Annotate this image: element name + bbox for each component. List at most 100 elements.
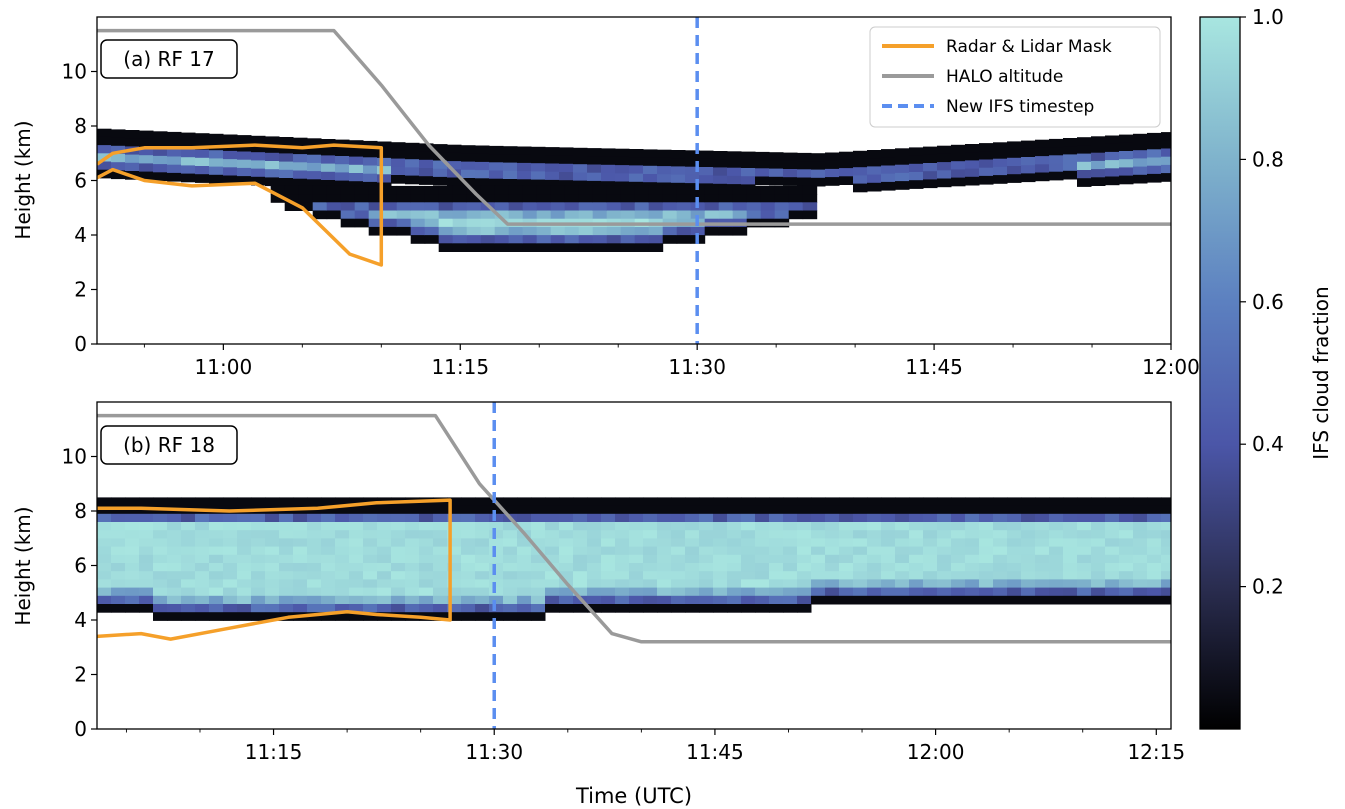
cloud-cell bbox=[531, 171, 546, 181]
cloud-cell bbox=[447, 177, 462, 187]
cloud-cell bbox=[1063, 154, 1078, 164]
cloud-cell bbox=[839, 563, 854, 572]
cloud-cell bbox=[251, 522, 266, 531]
cloud-cell bbox=[382, 185, 398, 195]
cloud-cell bbox=[802, 202, 818, 211]
cloud-cell bbox=[433, 604, 448, 613]
cloud-cell bbox=[1147, 173, 1162, 183]
cloud-cell bbox=[1007, 595, 1022, 605]
cloud-cell bbox=[1091, 571, 1106, 580]
cloud-cell bbox=[1119, 579, 1134, 589]
halo-altitude-line bbox=[97, 28, 1171, 226]
cloud-cell bbox=[97, 522, 112, 531]
cloud-cell bbox=[755, 497, 770, 507]
cloud-cell bbox=[629, 530, 644, 539]
cloud-cell bbox=[634, 202, 650, 211]
cloud-cell bbox=[139, 595, 154, 605]
cloud-cell bbox=[321, 513, 336, 523]
cloud-cell bbox=[1119, 563, 1134, 572]
cloud-cell bbox=[923, 163, 938, 172]
cloud-cell bbox=[853, 513, 868, 523]
cloud-cell bbox=[382, 218, 398, 228]
cloud-cell bbox=[97, 546, 112, 556]
cloud-cell bbox=[657, 579, 672, 589]
cloud-cell bbox=[797, 554, 812, 564]
panel-b-lines bbox=[97, 402, 1171, 729]
cloud-cell bbox=[979, 579, 994, 589]
cloud-cell bbox=[223, 604, 238, 613]
cloud-cell bbox=[867, 538, 882, 548]
cloud-cell bbox=[153, 554, 168, 564]
x-axis-label: Time (UTC) bbox=[575, 784, 692, 808]
cloud-cell bbox=[825, 595, 840, 605]
cloud-cell bbox=[251, 144, 266, 153]
cloud-cell bbox=[405, 587, 420, 597]
cloud-cell bbox=[167, 164, 182, 174]
cloud-cell bbox=[111, 587, 126, 597]
cloud-cell bbox=[377, 595, 392, 605]
cloud-cell bbox=[503, 497, 518, 507]
cloud-cell bbox=[1147, 571, 1162, 580]
cloud-cell bbox=[237, 522, 252, 531]
cloud-cell bbox=[797, 522, 812, 531]
cloud-cell bbox=[1133, 158, 1148, 168]
cloud-cell bbox=[209, 538, 224, 548]
cloud-cell bbox=[508, 185, 524, 195]
cloud-cell bbox=[475, 513, 490, 523]
cloud-cell bbox=[1035, 554, 1050, 564]
cloud-cell bbox=[321, 180, 336, 189]
cloud-cell bbox=[195, 587, 210, 597]
cloud-cell bbox=[461, 145, 476, 154]
cloud-cell bbox=[727, 522, 742, 531]
cloud-cell bbox=[895, 563, 910, 572]
cloud-cell bbox=[265, 530, 280, 539]
cloud-cell bbox=[335, 497, 350, 507]
cloud-cell bbox=[153, 587, 168, 597]
cloud-cell bbox=[699, 579, 714, 589]
cloud-cell bbox=[517, 571, 532, 580]
cloud-cell bbox=[1105, 554, 1120, 564]
cloud-cell bbox=[349, 181, 364, 190]
cloud-cell bbox=[209, 571, 224, 580]
cloud-cell bbox=[545, 497, 560, 507]
cloud-cell bbox=[601, 563, 616, 572]
cloud-cell bbox=[699, 522, 714, 531]
cloud-cell bbox=[237, 143, 252, 152]
cloud-cell bbox=[550, 235, 566, 244]
cloud-cell bbox=[895, 164, 910, 174]
cloud-cell bbox=[279, 497, 294, 507]
cloud-cell bbox=[587, 156, 602, 165]
cloud-cell bbox=[153, 538, 168, 548]
cloud-cell bbox=[377, 505, 392, 515]
cloud-cell bbox=[615, 604, 630, 613]
cloud-cell bbox=[629, 497, 644, 507]
cloud-cell bbox=[909, 579, 924, 589]
cloud-cell bbox=[545, 505, 560, 515]
cloud-cell bbox=[1119, 134, 1134, 144]
cloud-cell bbox=[671, 604, 686, 613]
cloud-cell bbox=[545, 513, 560, 523]
cloud-cell bbox=[335, 513, 350, 523]
cloud-cell bbox=[685, 174, 700, 184]
cloud-cell bbox=[354, 202, 370, 211]
cloud-cell bbox=[475, 587, 490, 597]
cloud-cell bbox=[1147, 149, 1162, 158]
cloud-cell bbox=[223, 546, 238, 556]
cloud-cell bbox=[139, 513, 154, 523]
cloud-cell bbox=[741, 176, 756, 185]
x-tick-label: 11:00 bbox=[195, 355, 253, 379]
cloud-cell bbox=[265, 169, 280, 178]
cloud-cell bbox=[97, 595, 112, 605]
cloud-cell bbox=[699, 530, 714, 539]
cloud-cell bbox=[559, 587, 574, 597]
cloud-cell bbox=[209, 546, 224, 556]
cloud-cell bbox=[396, 218, 412, 228]
cloud-cell bbox=[1063, 546, 1078, 556]
cloud-cell bbox=[181, 149, 196, 158]
cloud-cell bbox=[965, 505, 980, 515]
cloud-cell bbox=[1133, 554, 1148, 564]
cloud-cell bbox=[545, 571, 560, 580]
cloud-cell bbox=[937, 587, 952, 597]
cloud-cell bbox=[965, 513, 980, 523]
